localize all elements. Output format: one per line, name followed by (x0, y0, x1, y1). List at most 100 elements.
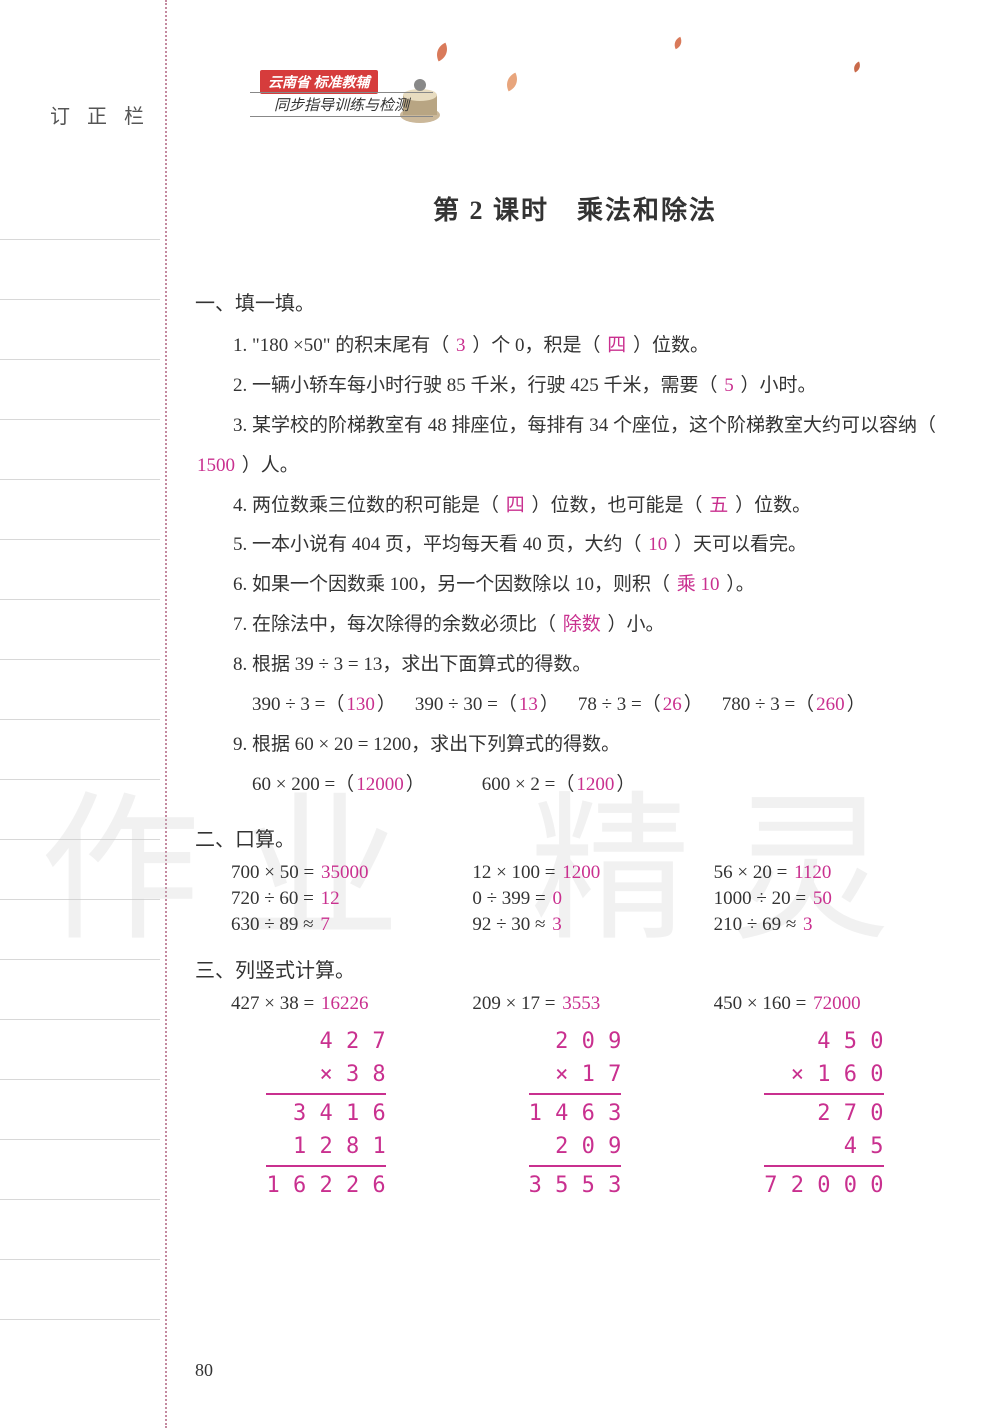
v1l4: 1 2 8 1 (266, 1130, 385, 1163)
q8-4ans: 260 (814, 694, 847, 715)
v3l5: 7 2 0 0 0 (764, 1169, 883, 1202)
lesson-title: 第 2 课时 乘法和除法 (195, 190, 955, 227)
v1l1: 4 2 7 (266, 1025, 385, 1058)
r2c1a: 12 (319, 888, 342, 909)
q1-text2: ）个 0，积是（ (472, 335, 600, 356)
r1c1q: 700 × 50 = (231, 862, 314, 883)
page-header: 云南省 标准教辅 同步指导训练与检测 (200, 30, 960, 130)
mental-calc-row1: 700 × 50 = 35000 12 × 100 = 1200 56 × 20… (195, 862, 955, 884)
v3l4: 4 5 (764, 1130, 883, 1163)
hr-icon (529, 1093, 622, 1095)
leaf-icon (497, 67, 528, 98)
correction-sidebar: 订 正 栏 (0, 0, 160, 1428)
q7-text: 7. 在除法中，每次除得的余数必须比（ (233, 614, 556, 635)
q5: 5. 一本小说有 404 页，平均每天看 40 页，大约（ 10 ）天可以看完。 (195, 525, 955, 565)
v1l5: 1 6 2 2 6 (266, 1169, 385, 1202)
q8-2b: ） (540, 694, 559, 715)
p1a: 16226 (319, 993, 371, 1014)
q5-text: 5. 一本小说有 404 页，平均每天看 40 页，大约（ (233, 534, 642, 555)
r3c2a: 3 (550, 914, 564, 935)
q7: 7. 在除法中，每次除得的余数必须比（ 除数 ）小。 (195, 605, 955, 645)
sidebar-label: 订 正 栏 (50, 100, 150, 129)
q4-text3: ）位数。 (735, 495, 811, 516)
leaf-icon (668, 33, 689, 54)
series-badge: 云南省 标准教辅 (260, 70, 378, 94)
r2c1q: 720 ÷ 60 = (231, 888, 314, 909)
q6-text2: ）。 (726, 574, 755, 595)
q8-1b: ） (377, 694, 396, 715)
hr-icon (529, 1165, 622, 1167)
r2c2a: 0 (550, 888, 564, 909)
q8-1: 390 ÷ 3 =（ (252, 694, 344, 715)
q9-1ans: 12000 (354, 774, 406, 795)
v1l2: × 3 8 (266, 1058, 385, 1091)
section1-head: 一、填一填。 (195, 287, 955, 316)
q6-text: 6. 如果一个因数乘 100，另一个因数除以 10，则积（ (233, 574, 670, 595)
page-number: 80 (195, 1360, 213, 1381)
section3-head: 三、列竖式计算。 (195, 954, 955, 983)
section2-head: 二、口算。 (195, 823, 955, 852)
q8-head: 8. 根据 39 ÷ 3 = 13，求出下面算式的得数。 (195, 645, 955, 685)
v2l2: × 1 7 (529, 1058, 622, 1091)
q8-3ans: 26 (661, 694, 684, 715)
q8-1ans: 130 (344, 694, 377, 715)
vcalc-3: 4 5 0 × 1 6 0 2 7 0 4 5 7 2 0 0 0 (764, 1025, 883, 1202)
vcalc-1: 4 2 7 × 3 8 3 4 1 6 1 2 8 1 1 6 2 2 6 (266, 1025, 385, 1202)
p2q: 209 × 17 = (472, 993, 555, 1014)
mental-calc-row3: 630 ÷ 89 ≈ 7 92 ÷ 30 ≈ 3 210 ÷ 69 ≈ 3 (195, 914, 955, 936)
q1: 1. "180 ×50" 的积末尾有（ 3 ）个 0，积是（ 四 ）位数。 (195, 326, 955, 366)
r2c3q: 1000 ÷ 20 = (714, 888, 806, 909)
r1c2q: 12 × 100 = (472, 862, 555, 883)
v3l1: 4 5 0 (764, 1025, 883, 1058)
q9-2: 600 × 2 =（ (482, 774, 575, 795)
p1q: 427 × 38 = (231, 993, 314, 1014)
q3-ans: 1500 (195, 455, 237, 476)
q4-ans2: 五 (707, 495, 730, 516)
vertical-calc-prompts: 427 × 38 = 16226 209 × 17 = 3553 450 × 1… (195, 993, 955, 1015)
q1-text: 1. "180 ×50" 的积末尾有（ (233, 335, 449, 356)
q2: 2. 一辆小轿车每小时行驶 85 千米，行驶 425 千米，需要（ 5 ）小时。 (195, 366, 955, 406)
q2-text: 2. 一辆小轿车每小时行驶 85 千米，行驶 425 千米，需要（ (233, 375, 718, 396)
q2-ans: 5 (722, 375, 736, 396)
main-content: 第 2 课时 乘法和除法 一、填一填。 1. "180 ×50" 的积末尾有（ … (195, 190, 975, 1202)
r1c3a: 1120 (792, 862, 833, 883)
r3c2q: 92 ÷ 30 ≈ (472, 914, 545, 935)
q9-1: 60 × 200 =（ (252, 774, 354, 795)
notebook-lines (0, 180, 160, 1320)
p3q: 450 × 160 = (714, 993, 807, 1014)
q5-text2: ）天可以看完。 (674, 534, 807, 555)
q8-3: 78 ÷ 3 =（ (578, 694, 661, 715)
v3l3: 2 7 0 (764, 1097, 883, 1130)
r3c1q: 630 ÷ 89 ≈ (231, 914, 314, 935)
r3c3a: 3 (801, 914, 815, 935)
v2l1: 2 0 9 (529, 1025, 622, 1058)
q5-ans: 10 (646, 534, 669, 555)
r2c2q: 0 ÷ 399 = (472, 888, 545, 909)
v3l2: × 1 6 0 (764, 1058, 883, 1091)
q4-text: 4. 两位数乘三位数的积可能是（ (233, 495, 499, 516)
hr-icon (764, 1165, 883, 1167)
series-subtitle: 同步指导训练与检测 (250, 92, 433, 117)
vertical-dotted-divider (165, 0, 167, 1428)
q7-text2: ）小。 (608, 614, 665, 635)
q4-ans1: 四 (504, 495, 527, 516)
hr-icon (266, 1093, 385, 1095)
vcalc-2: 2 0 9 × 1 7 1 4 6 3 2 0 9 3 5 5 3 (529, 1025, 622, 1202)
q9-2b: ） (616, 774, 635, 795)
q6: 6. 如果一个因数乘 100，另一个因数除以 10，则积（ 乘 10 ）。 (195, 565, 955, 605)
q4-text2: ）位数，也可能是（ (532, 495, 703, 516)
q8-4: 780 ÷ 3 =（ (722, 694, 814, 715)
p3a: 72000 (811, 993, 863, 1014)
q8-row: 390 ÷ 3 =（130） 390 ÷ 30 =（13） 78 ÷ 3 =（2… (195, 685, 955, 725)
r2c3a: 50 (811, 888, 834, 909)
q2-text2: ）小时。 (741, 375, 817, 396)
q8-2: 390 ÷ 30 =（ (415, 694, 517, 715)
q4: 4. 两位数乘三位数的积可能是（ 四 ）位数，也可能是（ 五 ）位数。 (195, 486, 955, 526)
q3-text2: ）人。 (242, 455, 299, 476)
v2l5: 3 5 5 3 (529, 1169, 622, 1202)
q9-row: 60 × 200 =（12000） 600 × 2 =（1200） (195, 765, 955, 805)
v2l4: 2 0 9 (529, 1130, 622, 1163)
r1c2a: 1200 (560, 862, 602, 883)
q8-3b: ） (684, 694, 703, 715)
r3c3q: 210 ÷ 69 ≈ (714, 914, 797, 935)
